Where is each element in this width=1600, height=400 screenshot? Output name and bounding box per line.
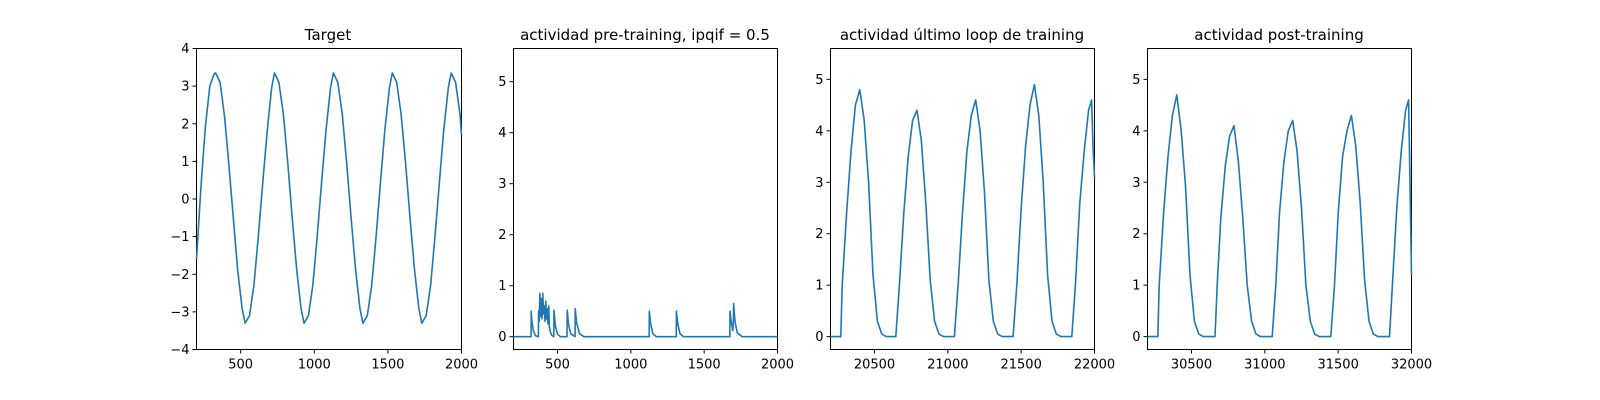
y-tick-label: 4 (815, 124, 823, 139)
y-tick-label: −1 (170, 230, 189, 245)
subplot-pre-training: actividad pre-training, ipqif = 0.5 500 1… (498, 26, 794, 373)
x-tick-label: 2000 (445, 358, 478, 373)
x-tick-label: 1500 (371, 358, 404, 373)
x-tick-label: 21500 (1000, 358, 1041, 373)
subplot-post-training: actividad post-training 30500 31000 31500 3… (1132, 26, 1432, 373)
y-tick-label: 2 (498, 228, 506, 243)
y-tick-label: 1 (1132, 279, 1140, 294)
y-tick-label: 2 (1132, 227, 1140, 242)
x-tick-label: 500 (228, 358, 253, 373)
y-tick-label: 4 (1132, 124, 1140, 139)
x-tick-label: 32000 (1391, 358, 1432, 373)
x-axis-ticks: 30500 31000 31500 32000 (1171, 349, 1432, 373)
x-axis-ticks: 500 1000 1500 2000 (228, 349, 478, 373)
y-tick-label: 3 (1132, 176, 1140, 191)
subplot-target: Target 500 1000 1500 2000 −4 −3 −2 −1 0 1 2 3 4 (170, 26, 478, 373)
y-tick-label: 5 (1132, 73, 1140, 88)
x-tick-label: 22000 (1074, 358, 1115, 373)
plot-frame (1147, 48, 1412, 350)
x-tick-label: 21000 (927, 358, 968, 373)
plot-frame (513, 48, 778, 350)
x-tick-label: 2000 (761, 358, 794, 373)
chart-title: actividad último loop de training (840, 26, 1084, 44)
y-tick-label: 0 (498, 330, 506, 345)
x-tick-label: 500 (545, 358, 570, 373)
y-tick-label: −4 (170, 343, 189, 358)
chart-title: actividad post-training (1194, 26, 1363, 44)
y-tick-label: 3 (815, 176, 823, 191)
chart-title: Target (304, 26, 352, 44)
series-line (1147, 94, 1413, 338)
x-tick-label: 1000 (614, 358, 647, 373)
series-line (195, 72, 463, 324)
y-tick-label: −2 (170, 268, 189, 283)
x-tick-label: 1000 (298, 358, 331, 373)
series-line (830, 83, 1096, 338)
x-tick-label: 1500 (688, 358, 721, 373)
y-tick-label: 4 (181, 42, 189, 57)
y-tick-label: 3 (181, 80, 189, 95)
y-tick-label: 4 (498, 126, 506, 141)
chart-title: actividad pre-training, ipqif = 0.5 (520, 26, 770, 44)
subplot-ultimo-loop: actividad último loop de training 20500 2… (815, 26, 1115, 373)
series-line (513, 292, 778, 338)
x-tick-label: 20500 (854, 358, 895, 373)
x-tick-label: 31000 (1244, 358, 1285, 373)
y-axis-ticks: −4 −3 −2 −1 0 1 2 3 4 (170, 42, 197, 358)
x-axis-ticks: 500 1000 1500 2000 (545, 349, 794, 373)
y-tick-label: 1 (815, 279, 823, 294)
y-tick-label: 1 (498, 279, 506, 294)
x-tick-label: 30500 (1171, 358, 1212, 373)
y-axis-ticks: 0 1 2 3 4 5 (498, 75, 514, 345)
y-tick-label: 5 (498, 75, 506, 90)
y-tick-label: 3 (498, 177, 506, 192)
y-axis-ticks: 0 1 2 3 4 5 (1132, 73, 1148, 345)
y-axis-ticks: 0 1 2 3 4 5 (815, 73, 831, 345)
x-tick-label: 31500 (1317, 358, 1358, 373)
y-tick-label: 0 (1132, 330, 1140, 345)
y-tick-label: 2 (815, 227, 823, 242)
y-tick-label: 0 (815, 330, 823, 345)
y-tick-label: 2 (181, 117, 189, 132)
x-axis-ticks: 20500 21000 21500 22000 (854, 349, 1115, 373)
y-tick-label: 5 (815, 73, 823, 88)
y-tick-label: 1 (181, 155, 189, 170)
y-tick-label: 0 (181, 193, 189, 208)
y-tick-label: −3 (170, 305, 189, 320)
plot-frame (830, 48, 1095, 350)
